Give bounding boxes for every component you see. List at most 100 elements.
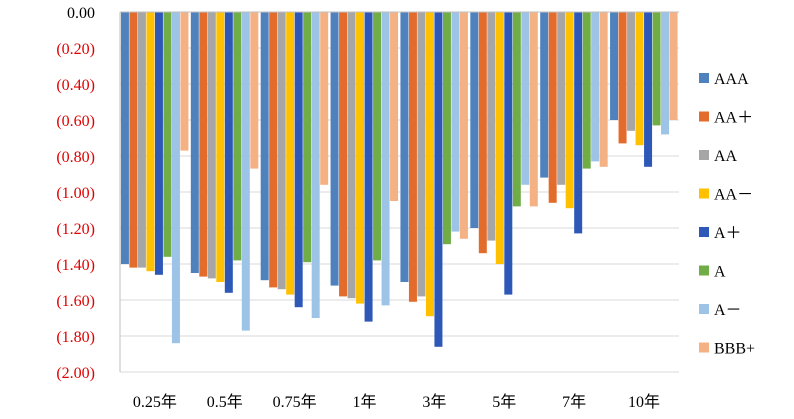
bar bbox=[591, 12, 600, 162]
legend-swatch bbox=[699, 265, 709, 276]
bar bbox=[154, 12, 163, 275]
legend-swatch bbox=[699, 227, 709, 237]
y-tick-label: (0.80) bbox=[56, 149, 95, 166]
bar bbox=[529, 12, 538, 207]
bar bbox=[269, 12, 278, 288]
bar bbox=[644, 12, 653, 167]
bar bbox=[146, 12, 155, 272]
x-tick-label: 7年 bbox=[562, 393, 586, 411]
bar bbox=[216, 12, 225, 282]
bar bbox=[521, 12, 530, 185]
bar bbox=[512, 12, 521, 207]
x-tick-labels: 0.25年 0.5年 0.75年 1年 3年 5年 7年 10年 bbox=[133, 393, 660, 411]
bar bbox=[442, 12, 451, 245]
bar bbox=[241, 12, 250, 331]
bar bbox=[548, 12, 557, 203]
bar bbox=[540, 12, 549, 178]
y-tick-label: 0.00 bbox=[67, 5, 95, 22]
bar bbox=[504, 12, 513, 295]
y-tick-label: (1.80) bbox=[56, 329, 95, 346]
bar bbox=[224, 12, 233, 293]
bar bbox=[311, 12, 320, 318]
bar bbox=[260, 12, 269, 281]
legend-swatch bbox=[699, 304, 709, 314]
bars bbox=[120, 12, 678, 347]
bar bbox=[408, 12, 417, 302]
bar bbox=[129, 12, 138, 268]
bar bbox=[364, 12, 373, 322]
y-tick-label: (1.20) bbox=[56, 221, 95, 238]
bar bbox=[661, 12, 670, 135]
bar bbox=[347, 12, 356, 299]
bar bbox=[669, 12, 678, 120]
bar bbox=[582, 12, 591, 169]
bar bbox=[470, 12, 479, 228]
bar bbox=[495, 12, 504, 264]
x-tick-label: 3年 bbox=[422, 393, 446, 411]
legend-label: A＋ bbox=[714, 225, 742, 242]
x-tick-label: 1年 bbox=[353, 393, 377, 411]
x-tick-label: 0.75年 bbox=[273, 393, 317, 411]
bar bbox=[199, 12, 208, 277]
y-tick-label: (0.60) bbox=[56, 113, 95, 130]
bar bbox=[207, 12, 216, 279]
legend-label: AA＋ bbox=[714, 110, 753, 127]
bar bbox=[417, 12, 426, 297]
bar bbox=[627, 12, 636, 131]
legend-label: AA－ bbox=[714, 187, 753, 204]
bar bbox=[557, 12, 566, 185]
bar bbox=[652, 12, 661, 126]
bar bbox=[356, 12, 365, 304]
bar bbox=[233, 12, 242, 261]
bar bbox=[574, 12, 583, 234]
x-tick-label: 10年 bbox=[628, 393, 660, 411]
bar bbox=[459, 12, 468, 239]
bar bbox=[451, 12, 460, 232]
y-tick-label: (1.60) bbox=[56, 293, 95, 310]
legend-label: AAA bbox=[714, 71, 749, 88]
bar bbox=[163, 12, 172, 257]
bar bbox=[618, 12, 627, 144]
bar bbox=[137, 12, 146, 268]
legend-swatch bbox=[699, 150, 709, 160]
bar bbox=[400, 12, 409, 282]
bar bbox=[320, 12, 329, 185]
bar bbox=[120, 12, 129, 264]
bar bbox=[180, 12, 189, 151]
legend-label: AA bbox=[714, 148, 738, 165]
bar bbox=[610, 12, 619, 120]
bar bbox=[303, 12, 312, 263]
bar bbox=[599, 12, 608, 167]
bar bbox=[277, 12, 286, 290]
bar bbox=[286, 12, 295, 295]
legend-swatch bbox=[699, 73, 709, 83]
bar bbox=[171, 12, 180, 344]
bar bbox=[294, 12, 303, 308]
axes bbox=[119, 11, 679, 372]
bar bbox=[478, 12, 487, 254]
legend-label: A bbox=[714, 264, 726, 281]
x-tick-label: 5年 bbox=[492, 393, 516, 411]
legend-label: A－ bbox=[714, 302, 742, 319]
y-tick-label: (0.20) bbox=[56, 41, 95, 58]
bar bbox=[373, 12, 382, 261]
x-tick-label: 0.25年 bbox=[133, 393, 177, 411]
bar bbox=[487, 12, 496, 241]
bar bbox=[425, 12, 434, 317]
bar bbox=[330, 12, 339, 286]
y-tick-label: (2.00) bbox=[56, 365, 95, 382]
legend-label: BBB+ bbox=[714, 341, 755, 358]
bar bbox=[434, 12, 443, 347]
y-tick-label: (1.40) bbox=[56, 257, 95, 274]
y-tick-label: (0.40) bbox=[56, 77, 95, 94]
legend-swatch bbox=[699, 111, 709, 122]
bar bbox=[381, 12, 390, 306]
bar bbox=[190, 12, 199, 273]
bar bbox=[250, 12, 259, 169]
bar bbox=[390, 12, 399, 201]
legend-swatch bbox=[699, 188, 709, 199]
bar bbox=[565, 12, 574, 209]
y-tick-label: (1.00) bbox=[56, 185, 95, 202]
